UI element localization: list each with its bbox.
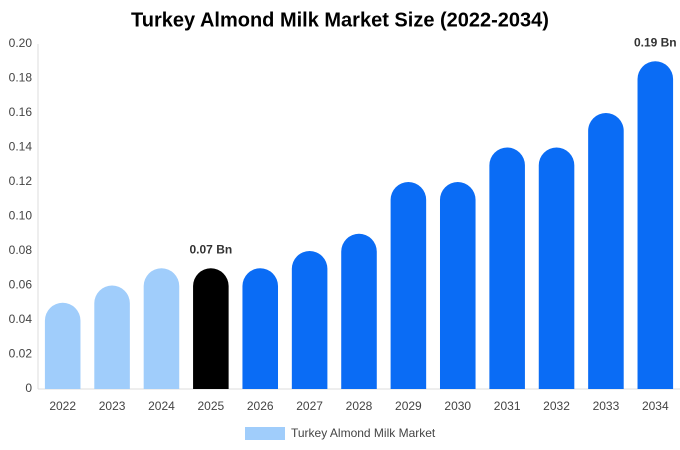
bar bbox=[242, 268, 279, 389]
x-tick-label: 2022 bbox=[49, 399, 76, 413]
x-tick-label: 2023 bbox=[99, 399, 126, 413]
x-tick-label: 2024 bbox=[148, 399, 175, 413]
y-tick-label: 0.10 bbox=[9, 209, 33, 223]
x-tick-label: 2031 bbox=[494, 399, 521, 413]
x-tick-label: 2029 bbox=[395, 399, 422, 413]
legend-label: Turkey Almond Milk Market bbox=[291, 426, 436, 440]
y-tick-label: 0.06 bbox=[9, 278, 33, 292]
bar bbox=[341, 233, 377, 389]
bar bbox=[538, 147, 575, 389]
bar bbox=[143, 268, 180, 389]
x-tick-label: 2028 bbox=[346, 399, 373, 413]
y-tick-label: 0.02 bbox=[9, 347, 33, 361]
y-tick-label: 0.16 bbox=[9, 105, 33, 119]
bar bbox=[44, 302, 81, 389]
y-tick-label: 0.18 bbox=[9, 71, 33, 85]
bar bbox=[439, 182, 476, 389]
bar bbox=[390, 181, 427, 389]
bar bbox=[637, 61, 674, 389]
value-label: 0.19 Bn bbox=[634, 35, 677, 49]
x-tick-label: 2032 bbox=[543, 399, 570, 413]
value-label: 0.07 Bn bbox=[190, 242, 233, 256]
y-tick-label: 0.04 bbox=[9, 312, 33, 326]
x-tick-label: 2034 bbox=[642, 399, 669, 413]
bar bbox=[291, 251, 328, 389]
y-tick-label: 0.14 bbox=[9, 140, 33, 154]
bar bbox=[588, 112, 624, 389]
y-tick-label: 0.08 bbox=[9, 243, 33, 257]
x-tick-label: 2033 bbox=[593, 399, 620, 413]
x-tick-label: 2025 bbox=[197, 399, 224, 413]
chart-title: Turkey Almond Milk Market Size (2022-203… bbox=[131, 9, 549, 31]
x-tick-label: 2030 bbox=[444, 399, 471, 413]
x-tick-label: 2027 bbox=[296, 399, 323, 413]
bar bbox=[193, 268, 229, 389]
bar bbox=[489, 147, 525, 389]
x-tick-label: 2026 bbox=[247, 399, 274, 413]
legend-swatch bbox=[245, 427, 285, 440]
y-tick-label: 0.12 bbox=[9, 174, 33, 188]
y-tick-label: 0.20 bbox=[9, 36, 33, 50]
bar bbox=[94, 285, 130, 389]
y-tick-label: 0 bbox=[25, 381, 32, 395]
